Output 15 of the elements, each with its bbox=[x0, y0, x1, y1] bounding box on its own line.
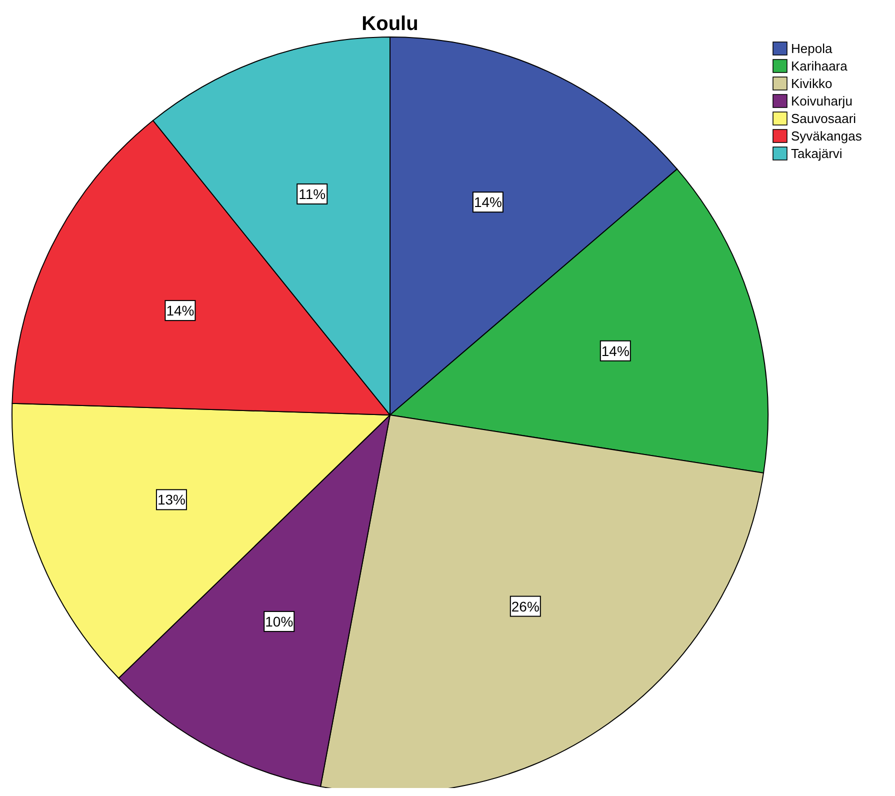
legend-label: Takajärvi bbox=[791, 146, 842, 161]
legend-label: Kivikko bbox=[791, 76, 832, 91]
data-label: 13% bbox=[157, 492, 186, 508]
data-label: 11% bbox=[298, 186, 326, 202]
chart-title: Koulu bbox=[362, 13, 418, 35]
data-label: 14% bbox=[166, 302, 194, 319]
data-label: 14% bbox=[601, 342, 630, 359]
legend-label: Syväkangas bbox=[791, 128, 862, 144]
legend-label: Hepola bbox=[791, 41, 833, 56]
legend-label: Sauvosaari bbox=[791, 111, 856, 126]
data-label: 26% bbox=[511, 598, 540, 614]
data-label: 10% bbox=[265, 613, 294, 630]
data-label: 14% bbox=[474, 194, 502, 210]
legend-label: Karihaara bbox=[791, 58, 848, 74]
legend-label: Koivuharju bbox=[791, 94, 852, 108]
